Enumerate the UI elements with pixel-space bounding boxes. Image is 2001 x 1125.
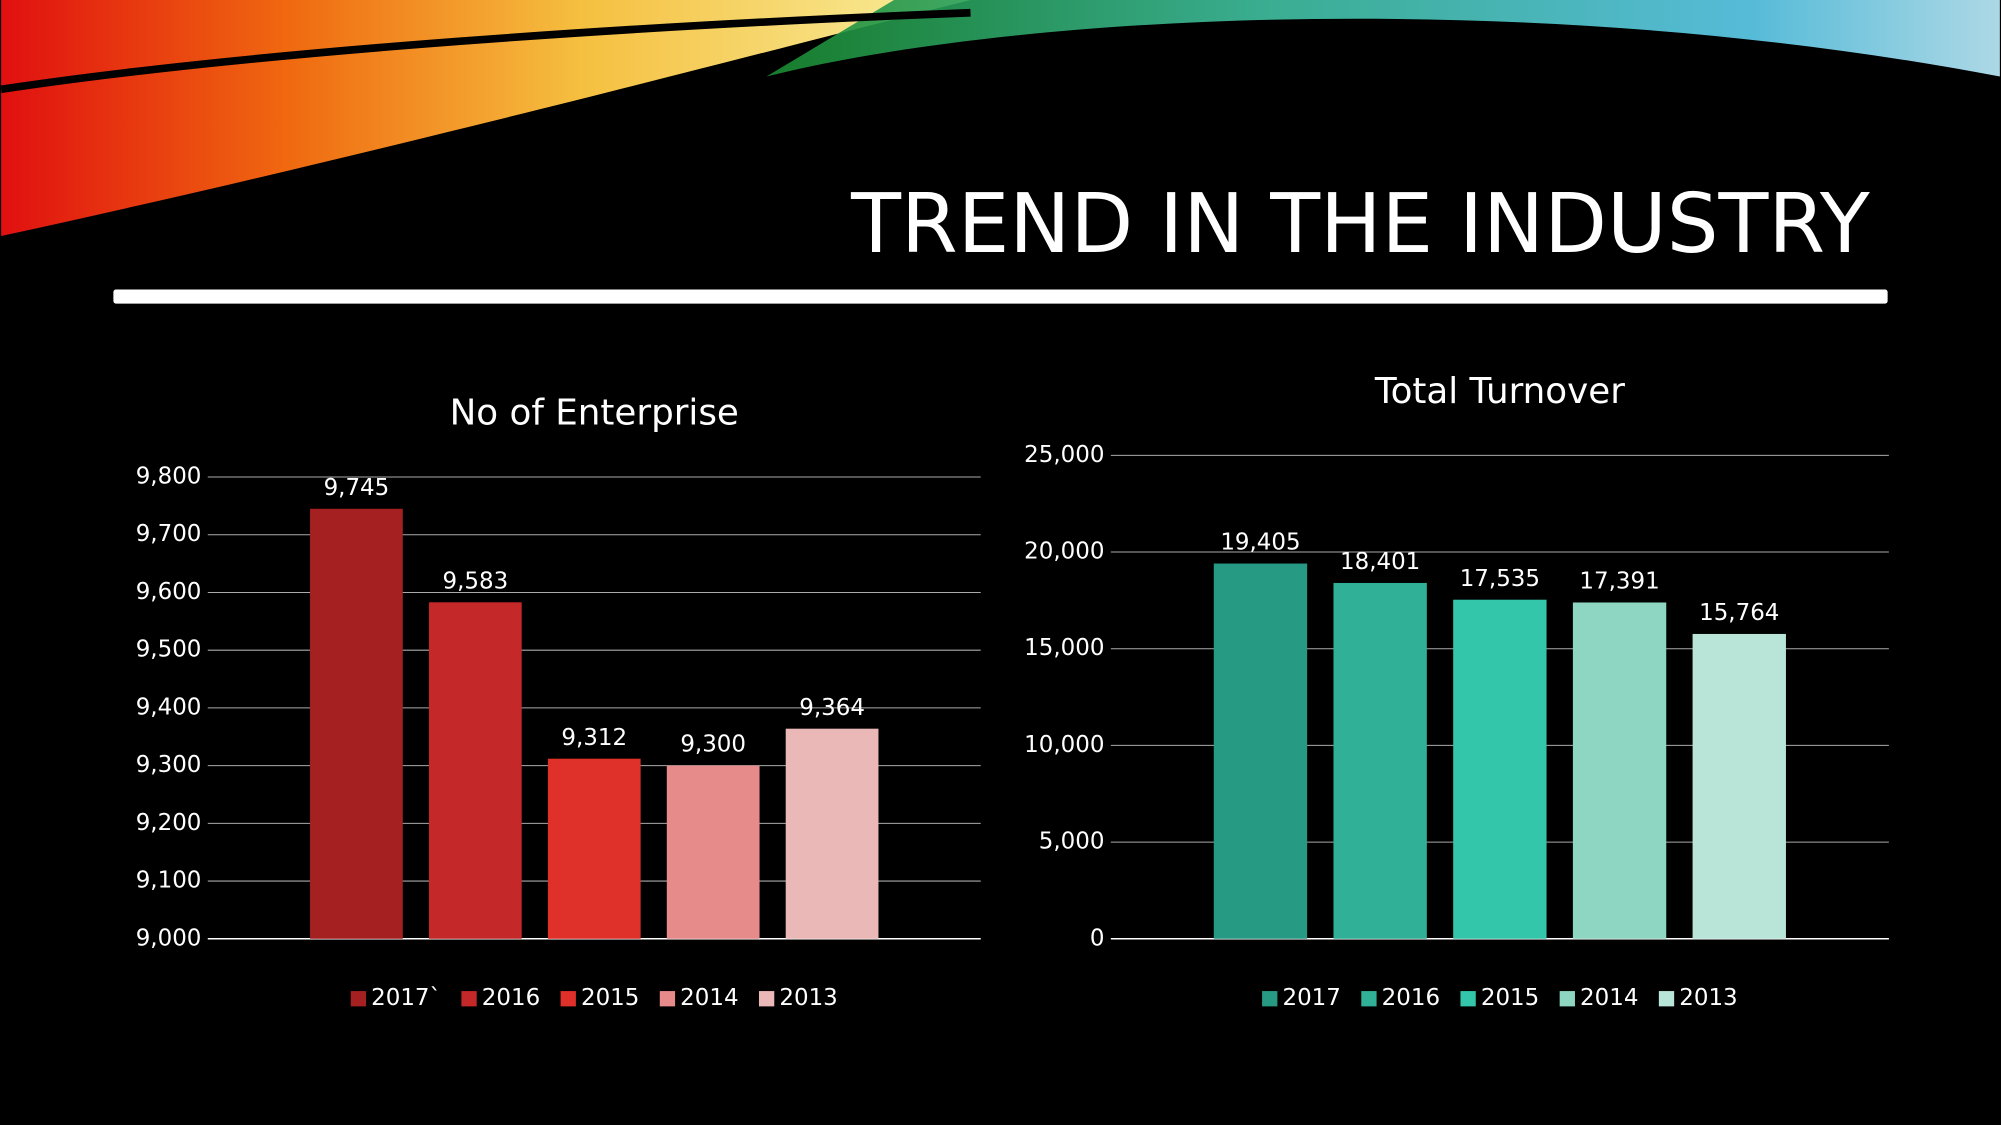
- legend: 2017` 2016 2015 2014 2013: [350, 985, 838, 1011]
- data-label: 15,764: [1699, 600, 1779, 626]
- legend-label: 2014: [680, 985, 738, 1011]
- legend: 2017 2016 2015 2014 2013: [1262, 985, 1738, 1011]
- y-tick-label: 9,800: [136, 464, 202, 490]
- y-tick-label: 9,400: [136, 694, 202, 720]
- legend-label: 2016: [482, 985, 540, 1011]
- legend-label: 2014: [1580, 985, 1638, 1011]
- y-tick-label: 25,000: [1024, 442, 1104, 468]
- legend-label: 2017`: [371, 985, 441, 1011]
- y-tick-label: 15,000: [1024, 635, 1104, 661]
- legend-label: 2016: [1382, 985, 1440, 1011]
- bar: [1213, 563, 1308, 939]
- legend-swatch: [1559, 991, 1575, 1007]
- legend-label: 2015: [581, 985, 639, 1011]
- legend-label: 2013: [1679, 985, 1737, 1011]
- legend-swatch: [1361, 991, 1377, 1007]
- data-label: 18,401: [1340, 549, 1420, 575]
- chart-title: No of Enterprise: [450, 393, 739, 434]
- data-label: 9,300: [680, 732, 746, 758]
- legend-swatch: [350, 991, 367, 1007]
- legend-swatch: [560, 991, 576, 1007]
- y-tick-label: 20,000: [1024, 539, 1104, 565]
- y-tick-label: 10,000: [1024, 732, 1104, 758]
- y-tick-label: 9,200: [136, 810, 202, 836]
- y-tick-label: 0: [1090, 925, 1105, 951]
- chart-title: Total Turnover: [1374, 371, 1625, 412]
- legend-label: 2015: [1481, 985, 1539, 1011]
- bar: [1333, 582, 1427, 939]
- y-tick-label: 5,000: [1039, 829, 1105, 855]
- swoosh-cool: [766, 0, 2000, 77]
- data-label: 17,535: [1460, 566, 1540, 592]
- y-tick-label: 9,100: [136, 868, 202, 894]
- bar: [428, 602, 522, 939]
- data-label: 9,745: [324, 475, 390, 501]
- bar: [310, 508, 403, 939]
- legend-label: 2013: [779, 985, 837, 1011]
- data-label: 9,364: [799, 695, 865, 721]
- legend-swatch: [1460, 991, 1476, 1007]
- slide-title: TREND IN THE INDUSTRY: [850, 177, 1871, 272]
- y-tick-label: 9,700: [136, 521, 202, 547]
- data-label: 19,405: [1220, 530, 1300, 556]
- y-tick-label: 9,000: [136, 925, 202, 951]
- legend-label: 2017: [1282, 985, 1340, 1011]
- bar: [1572, 602, 1667, 939]
- bar: [666, 765, 760, 939]
- bar: [785, 728, 879, 939]
- legend-swatch: [659, 991, 676, 1007]
- data-label: 17,391: [1579, 569, 1659, 595]
- legend-swatch: [758, 991, 775, 1007]
- bar: [1453, 599, 1547, 939]
- bar: [1692, 633, 1786, 939]
- bar: [547, 758, 641, 939]
- title-rule: [113, 289, 1888, 304]
- legend-swatch: [1658, 991, 1675, 1007]
- y-tick-label: 9,300: [136, 752, 202, 778]
- y-tick-label: 9,600: [136, 579, 202, 605]
- legend-swatch: [461, 991, 477, 1007]
- swoosh-line: [0, 8, 971, 94]
- legend-swatch: [1262, 991, 1278, 1007]
- data-label: 9,583: [442, 568, 508, 594]
- y-tick-label: 9,500: [136, 637, 202, 663]
- data-label: 9,312: [561, 725, 627, 751]
